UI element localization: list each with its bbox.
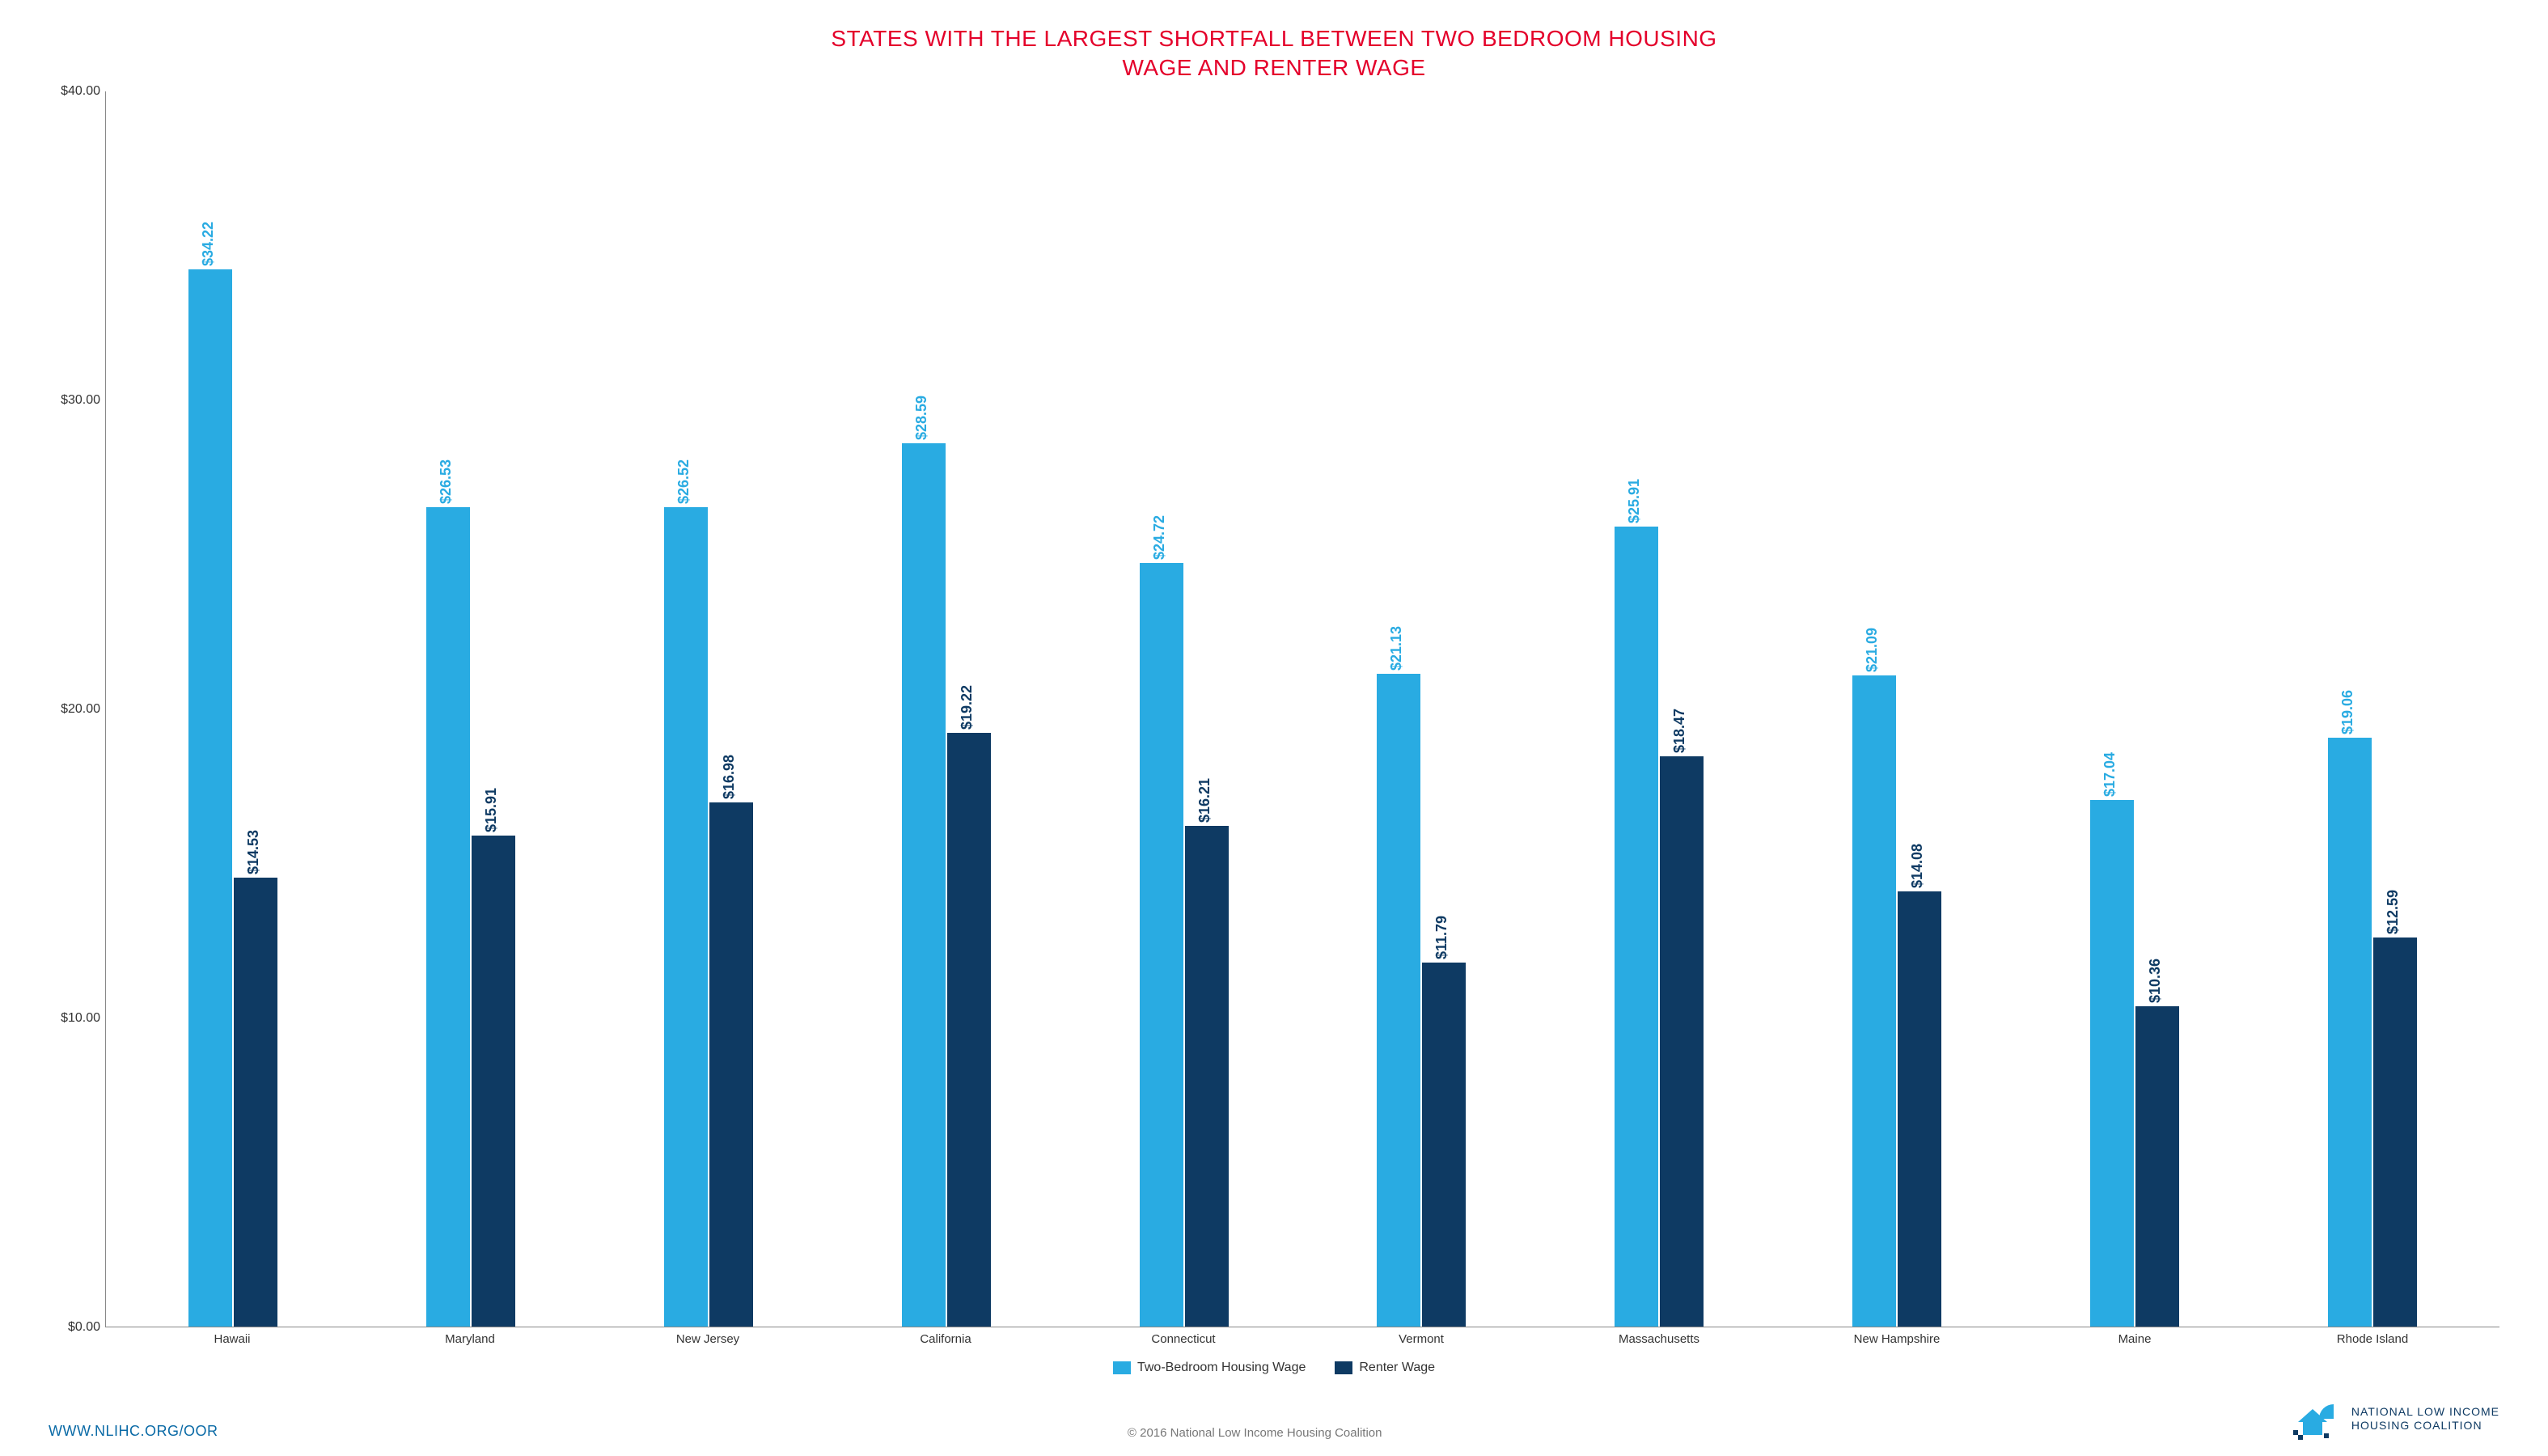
legend-swatch — [1113, 1361, 1131, 1374]
y-tick-label: $10.00 — [61, 1011, 100, 1026]
bar: $26.53 — [426, 507, 470, 1327]
legend-item: Renter Wage — [1335, 1361, 1435, 1375]
x-axis-label: Vermont — [1302, 1332, 1540, 1346]
org-logo-text: NATIONAL LOW INCOME HOUSING COALITION — [2351, 1405, 2499, 1433]
bar-group: $34.22$14.53 — [114, 91, 352, 1327]
bar: $34.22 — [188, 269, 232, 1327]
chart-title: STATES WITH THE LARGEST SHORTFALL BETWEE… — [829, 24, 1719, 83]
org-logo-text-line2: HOUSING COALITION — [2351, 1419, 2499, 1433]
org-logo: NATIONAL LOW INCOME HOUSING COALITION — [2292, 1398, 2499, 1440]
org-logo-text-line1: NATIONAL LOW INCOME — [2351, 1405, 2499, 1420]
bar: $21.09 — [1852, 675, 1896, 1327]
bar-value-label: $15.91 — [483, 788, 500, 832]
legend-label: Renter Wage — [1359, 1361, 1435, 1375]
bar: $19.22 — [947, 733, 991, 1327]
bar-value-label: $16.21 — [1196, 778, 1213, 823]
x-axis-label: California — [827, 1332, 1064, 1346]
bar: $18.47 — [1660, 756, 1704, 1327]
bar-value-label: $18.47 — [1671, 709, 1688, 753]
plot-area: $34.22$14.53$26.53$15.91$26.52$16.98$28.… — [105, 91, 2499, 1327]
bar-value-label: $26.53 — [438, 459, 455, 504]
bar: $17.04 — [2090, 800, 2134, 1327]
bar: $16.98 — [709, 802, 753, 1327]
footer: WWW.NLIHC.ORG/OOR © 2016 National Low In… — [49, 1398, 2499, 1440]
bar-value-label: $21.09 — [1864, 628, 1881, 672]
legend: Two-Bedroom Housing Wage Renter Wage — [49, 1361, 2499, 1375]
x-axis-label: Maryland — [351, 1332, 589, 1346]
x-axis-label: New Hampshire — [1778, 1332, 2016, 1346]
bar-group: $19.06$12.59 — [2254, 91, 2491, 1327]
legend-swatch — [1335, 1361, 1352, 1374]
bar-value-label: $24.72 — [1151, 515, 1168, 560]
copyright-text: © 2016 National Low Income Housing Coali… — [235, 1426, 2275, 1440]
bar-value-label: $26.52 — [675, 459, 692, 504]
x-axis-label: Hawaii — [113, 1332, 351, 1346]
y-tick-label: $0.00 — [68, 1320, 100, 1335]
house-logo-icon — [2292, 1398, 2343, 1440]
y-tick-label: $40.00 — [61, 84, 100, 99]
source-link[interactable]: WWW.NLIHC.ORG/OOR — [49, 1423, 218, 1440]
bar-value-label: $28.59 — [913, 396, 930, 440]
x-axis-label: Rhode Island — [2254, 1332, 2491, 1346]
bar-group: $21.09$14.08 — [1778, 91, 2016, 1327]
x-axis-label: New Jersey — [589, 1332, 827, 1346]
bar: $28.59 — [902, 443, 946, 1327]
bar: $16.21 — [1185, 826, 1229, 1327]
bar: $14.08 — [1898, 891, 1941, 1327]
x-axis-label: Connecticut — [1064, 1332, 1302, 1346]
bar-value-label: $34.22 — [200, 222, 217, 266]
bar: $24.72 — [1140, 563, 1183, 1327]
bar-value-label: $14.08 — [1909, 844, 1926, 888]
bar-group: $28.59$19.22 — [827, 91, 1065, 1327]
bar-group: $21.13$11.79 — [1303, 91, 1541, 1327]
bar: $11.79 — [1422, 963, 1466, 1327]
x-axis-label: Maine — [2016, 1332, 2254, 1346]
x-axis-labels: HawaiiMarylandNew JerseyCaliforniaConnec… — [105, 1327, 2499, 1346]
bar-group: $17.04$10.36 — [2016, 91, 2254, 1327]
y-tick-label: $20.00 — [61, 702, 100, 717]
bar: $26.52 — [664, 507, 708, 1327]
bar: $25.91 — [1615, 527, 1658, 1327]
legend-item: Two-Bedroom Housing Wage — [1113, 1361, 1306, 1375]
bar-value-label: $16.98 — [721, 755, 738, 799]
bar: $10.36 — [2135, 1006, 2179, 1327]
bar-value-label: $19.22 — [959, 685, 976, 730]
bar: $14.53 — [234, 878, 277, 1327]
bar: $15.91 — [472, 836, 515, 1327]
bar-group: $24.72$16.21 — [1065, 91, 1303, 1327]
bar-value-label: $14.53 — [245, 830, 262, 874]
legend-label: Two-Bedroom Housing Wage — [1137, 1361, 1306, 1375]
bar-group: $25.91$18.47 — [1540, 91, 1778, 1327]
bar-value-label: $10.36 — [2147, 959, 2164, 1003]
bar-group: $26.53$15.91 — [352, 91, 590, 1327]
bar-value-label: $25.91 — [1626, 479, 1643, 523]
bar: $12.59 — [2373, 938, 2417, 1327]
chart-area: $0.00$10.00$20.00$30.00$40.00 $34.22$14.… — [49, 91, 2499, 1327]
bar-value-label: $21.13 — [1388, 626, 1405, 671]
y-axis: $0.00$10.00$20.00$30.00$40.00 — [49, 91, 105, 1327]
bar-group: $26.52$16.98 — [590, 91, 827, 1327]
bar-value-label: $19.06 — [2339, 690, 2356, 734]
bar-value-label: $11.79 — [1433, 916, 1450, 959]
bar: $19.06 — [2328, 738, 2372, 1327]
bar-value-label: $17.04 — [2101, 752, 2118, 797]
bar: $21.13 — [1377, 674, 1420, 1327]
bar-value-label: $12.59 — [2385, 890, 2402, 934]
y-tick-label: $30.00 — [61, 393, 100, 408]
x-axis-label: Massachusetts — [1540, 1332, 1778, 1346]
